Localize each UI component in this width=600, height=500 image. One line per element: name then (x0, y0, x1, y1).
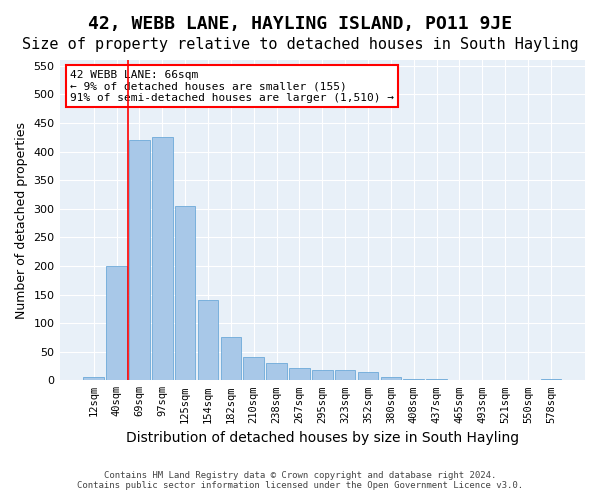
Bar (289, 368, 310, 380)
Bar (380, 378, 401, 380)
Bar (403, 378, 424, 380)
Bar (221, 338, 241, 380)
Bar (106, 266, 127, 380)
Bar (335, 370, 355, 380)
Y-axis label: Number of detached properties: Number of detached properties (15, 122, 28, 318)
X-axis label: Distribution of detached houses by size in South Hayling: Distribution of detached houses by size … (126, 431, 519, 445)
Text: Size of property relative to detached houses in South Hayling: Size of property relative to detached ho… (22, 38, 578, 52)
Bar (541, 379, 561, 380)
Bar (83, 378, 104, 380)
Bar (129, 140, 150, 380)
Bar (426, 379, 447, 380)
Bar (152, 137, 173, 380)
Text: 42 WEBB LANE: 66sqm
← 9% of detached houses are smaller (155)
91% of semi-detach: 42 WEBB LANE: 66sqm ← 9% of detached hou… (70, 70, 394, 103)
Bar (244, 358, 264, 380)
Bar (198, 300, 218, 380)
Bar (175, 206, 196, 380)
Text: 42, WEBB LANE, HAYLING ISLAND, PO11 9JE: 42, WEBB LANE, HAYLING ISLAND, PO11 9JE (88, 15, 512, 33)
Bar (266, 363, 287, 380)
Bar (358, 372, 378, 380)
Text: Contains HM Land Registry data © Crown copyright and database right 2024.
Contai: Contains HM Land Registry data © Crown c… (77, 470, 523, 490)
Bar (312, 370, 332, 380)
